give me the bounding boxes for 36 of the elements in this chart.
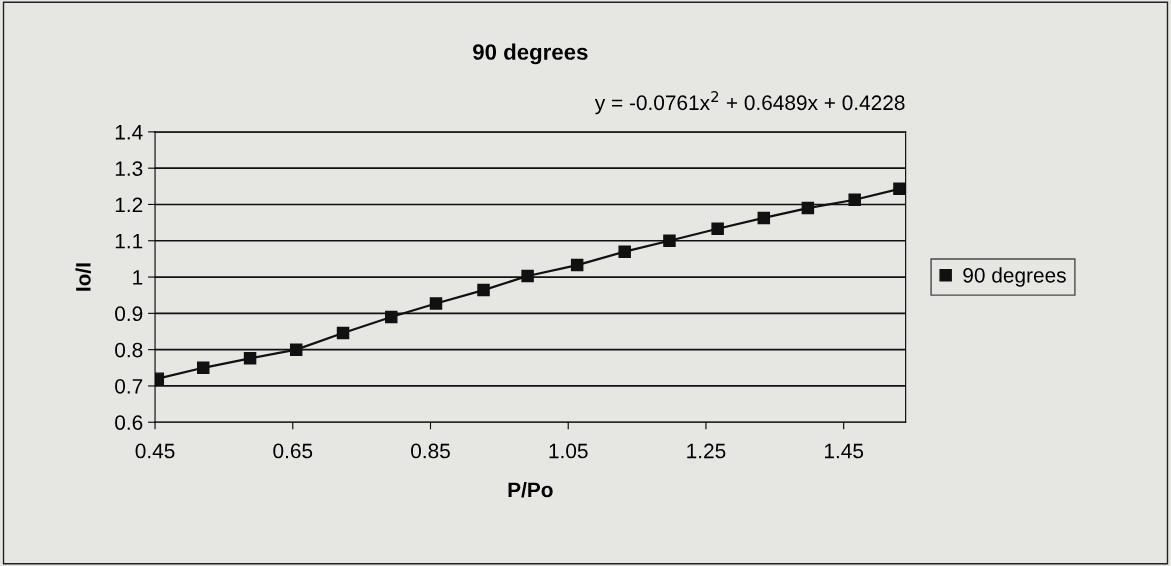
point: [893, 182, 906, 196]
y-tick-label: 1.4: [115, 125, 143, 140]
legend-label: 90 degrees: [963, 267, 1066, 287]
y-tick-label: 1.2: [115, 197, 143, 213]
x-tick-label: 1.45: [824, 443, 864, 459]
chart-title: 90 degrees: [473, 43, 588, 65]
point: [711, 222, 724, 236]
y-tick-label: 1: [133, 270, 143, 285]
x-tick-label: 1.05: [549, 443, 588, 459]
point: [848, 193, 861, 206]
point: [243, 352, 257, 365]
point: [521, 269, 534, 283]
point: [429, 297, 443, 310]
point: [663, 234, 676, 248]
point: [570, 258, 584, 272]
x-tick-label: 0.85: [411, 443, 450, 459]
text: y = -0.0761x$^{2}$ + 0.6489x + 0.4228: [594, 91, 905, 115]
y-tick-label: 1.3: [115, 161, 143, 176]
point: [618, 245, 631, 258]
y-tick-label: 0.9: [115, 306, 143, 322]
y-axis-title: Io/I: [75, 263, 91, 291]
x-tick-label: 1.25: [687, 443, 726, 459]
point: [801, 201, 815, 215]
point: [336, 326, 350, 340]
y-tick-label: 0.7: [115, 378, 143, 394]
point: [196, 361, 210, 375]
point: [384, 310, 398, 324]
y-tick-label: 1.1: [115, 233, 143, 249]
x-tick-label: 0.65: [273, 443, 313, 459]
point: [477, 283, 490, 297]
y-tick-label: 0.6: [115, 415, 143, 430]
x-tick-label: 0.45: [135, 443, 175, 459]
point: [757, 211, 771, 225]
y-tick-label: 0.8: [115, 342, 143, 358]
point: [289, 343, 303, 356]
x-axis-title: P/Po: [508, 481, 553, 498]
